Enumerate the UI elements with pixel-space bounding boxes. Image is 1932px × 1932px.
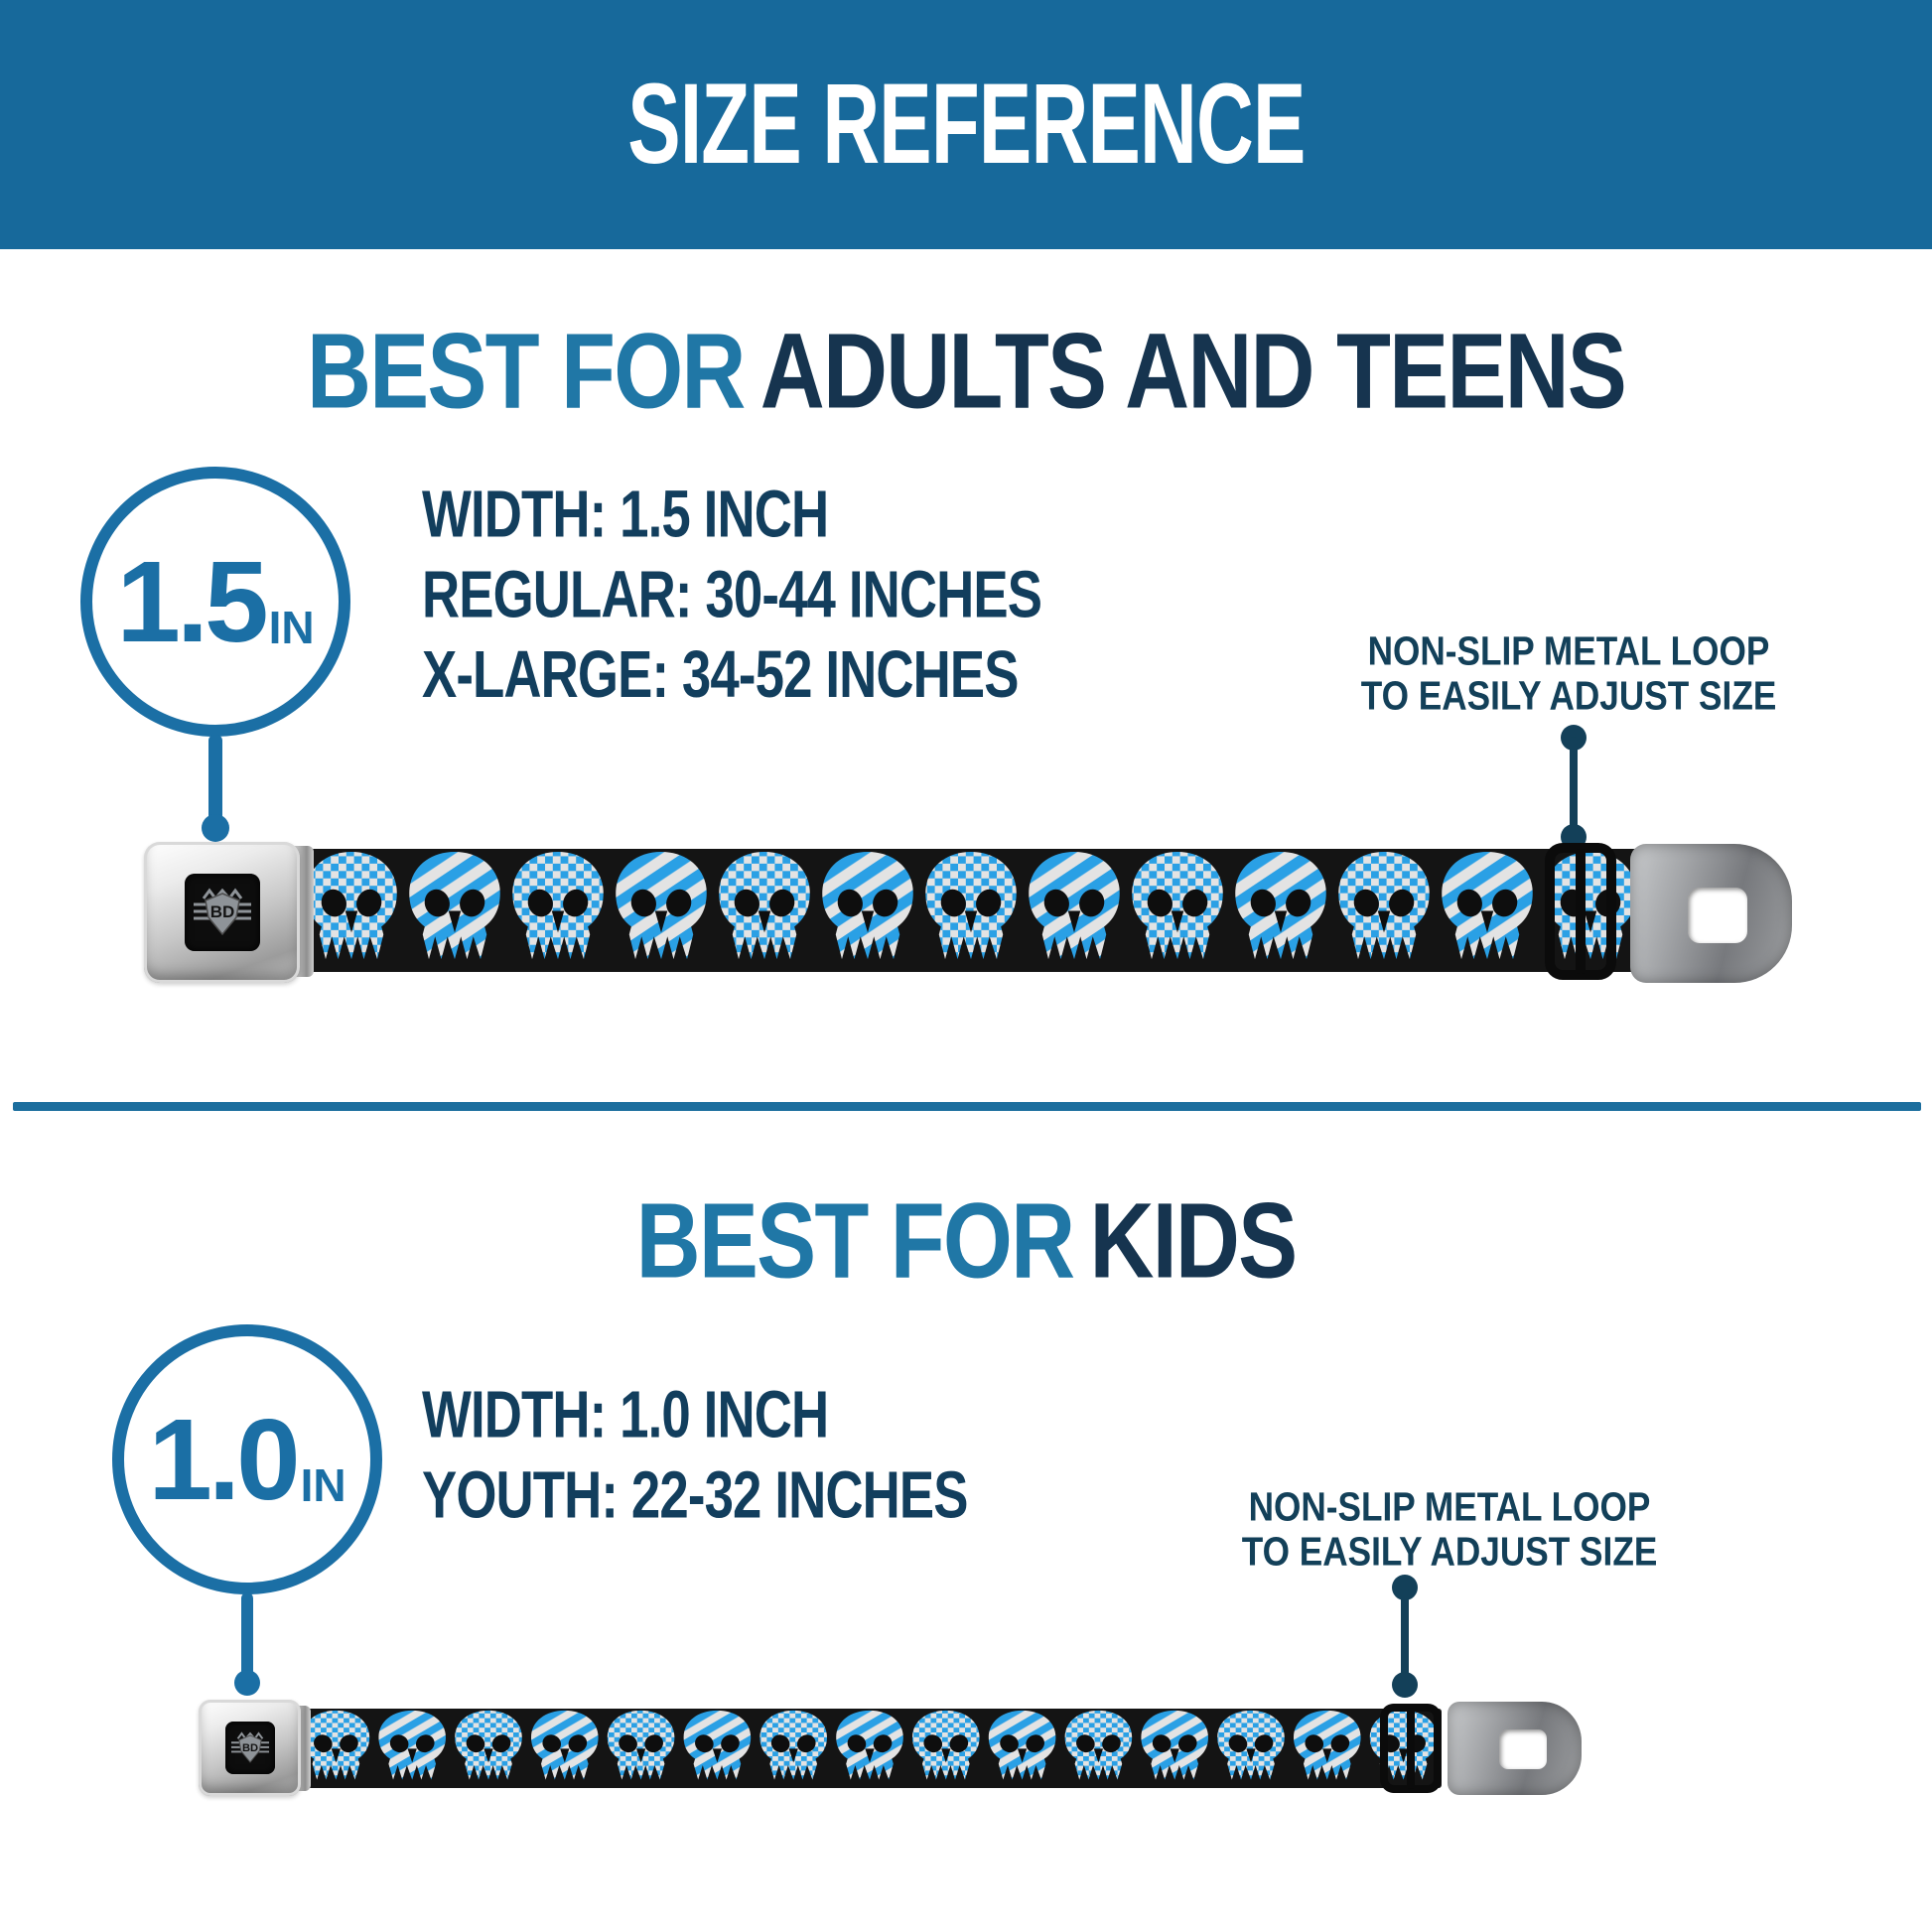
skull-icon [1029,851,1120,960]
section-divider [13,1102,1921,1111]
kids-callout: NON-SLIP METAL LOOP TO EASILY ADJUST SIZ… [1231,1485,1668,1575]
skull-belt-webbing [298,1709,1442,1788]
callout-line-1: NON-SLIP METAL LOOP [1367,629,1770,674]
callout-pointer-bottom-dot [1392,1672,1418,1698]
spec-line: WIDTH: 1.5 INCH [422,477,829,552]
skull-icon [719,851,810,960]
skull-icon [378,1710,446,1780]
skull-icon [302,1710,370,1780]
skull-icon [759,1710,827,1780]
adults-section-heading: BEST FOR ADULTS AND TEENS [96,310,1835,433]
skull-icon [822,851,913,960]
heading-accent-text: BEST FOR [306,311,746,432]
width-badge-1-5in: 1.5 IN [80,467,350,737]
tongue-hole [1499,1729,1547,1769]
seatbelt-buckle: BD [199,1700,301,1796]
skull-icon [531,1710,599,1780]
metal-adjuster-loop [1545,843,1616,980]
buckle-logo-text: BD [210,902,235,921]
badge-unit: IN [268,602,315,653]
skull-icon [616,851,707,960]
spec-line: YOUTH: 22-32 INCHES [422,1456,968,1532]
skull-icon [409,851,500,960]
callout-line-2: TO EASILY ADJUST SIZE [1241,1529,1658,1575]
heading-main-text: KIDS [1089,1180,1298,1302]
bd-logo-icon: BD [230,1731,270,1763]
buckle-logo-window: BD [185,874,260,951]
callout-line-1: NON-SLIP METAL LOOP [1248,1485,1651,1530]
skull-icon [607,1710,675,1780]
callout-pointer-line [1401,1587,1409,1680]
loop-center-bar [1576,849,1586,974]
callout-pointer-line [1570,737,1578,832]
skull-icon [912,1710,980,1780]
skull-icon [1235,851,1326,960]
skull-icon [512,851,604,960]
skull-icon [1217,1710,1285,1780]
skull-icon [988,1710,1056,1780]
tongue-hole [1688,888,1747,943]
skull-icon [925,851,1017,960]
badge-value: 1.5 [116,537,268,666]
heading-accent-text: BEST FOR [635,1180,1075,1302]
buckle-tongue-plate [1630,844,1792,983]
adults-spec-list: WIDTH: 1.5 INCH REGULAR: 30-44 INCHES X-LA… [422,475,1042,715]
buckle-logo-window: BD [225,1722,275,1774]
skull-belt-webbing [300,849,1642,972]
heading-main-text: ADULTS AND TEENS [759,311,1627,432]
skull-icon [683,1710,752,1780]
skull-icon [455,1710,522,1780]
buckle-tongue-plate [1448,1702,1582,1795]
skull-icon [1064,1710,1133,1780]
badge-unit: IN [300,1459,346,1511]
skull-icon [1294,1710,1361,1780]
metal-adjuster-loop [1380,1704,1442,1793]
kids-section-heading: BEST FOR KIDS [96,1179,1835,1303]
skull-icon [1141,1710,1208,1780]
skull-icon [1338,851,1430,960]
spec-line: X-LARGE: 34-52 INCHES [422,636,1019,712]
skull-icon [1442,851,1533,960]
skull-icon [836,1710,903,1780]
badge-pointer-dot [234,1670,260,1696]
loop-center-bar [1407,1708,1415,1789]
badge-pointer-line [208,735,222,822]
kids-spec-list: WIDTH: 1.0 INCH YOUTH: 22-32 INCHES [422,1375,968,1535]
callout-line-2: TO EASILY ADJUST SIZE [1360,673,1777,719]
badge-pointer-line [241,1592,253,1678]
bd-logo-icon: BD [194,888,251,936]
page-title: SIZE REFERENCE [626,60,1306,189]
badge-pointer-dot [202,814,229,842]
spec-line: WIDTH: 1.0 INCH [422,1377,829,1452]
skull-icon [306,851,397,960]
header-banner: SIZE REFERENCE [0,0,1932,249]
seatbelt-buckle: BD [144,842,300,983]
spec-line: REGULAR: 30-44 INCHES [422,556,1042,631]
buckle-logo-text: BD [242,1742,258,1754]
skull-icon [1132,851,1223,960]
badge-value: 1.0 [148,1395,300,1524]
adults-callout: NON-SLIP METAL LOOP TO EASILY ADJUST SIZ… [1350,629,1787,719]
width-badge-1-0in: 1.0 IN [112,1324,382,1594]
